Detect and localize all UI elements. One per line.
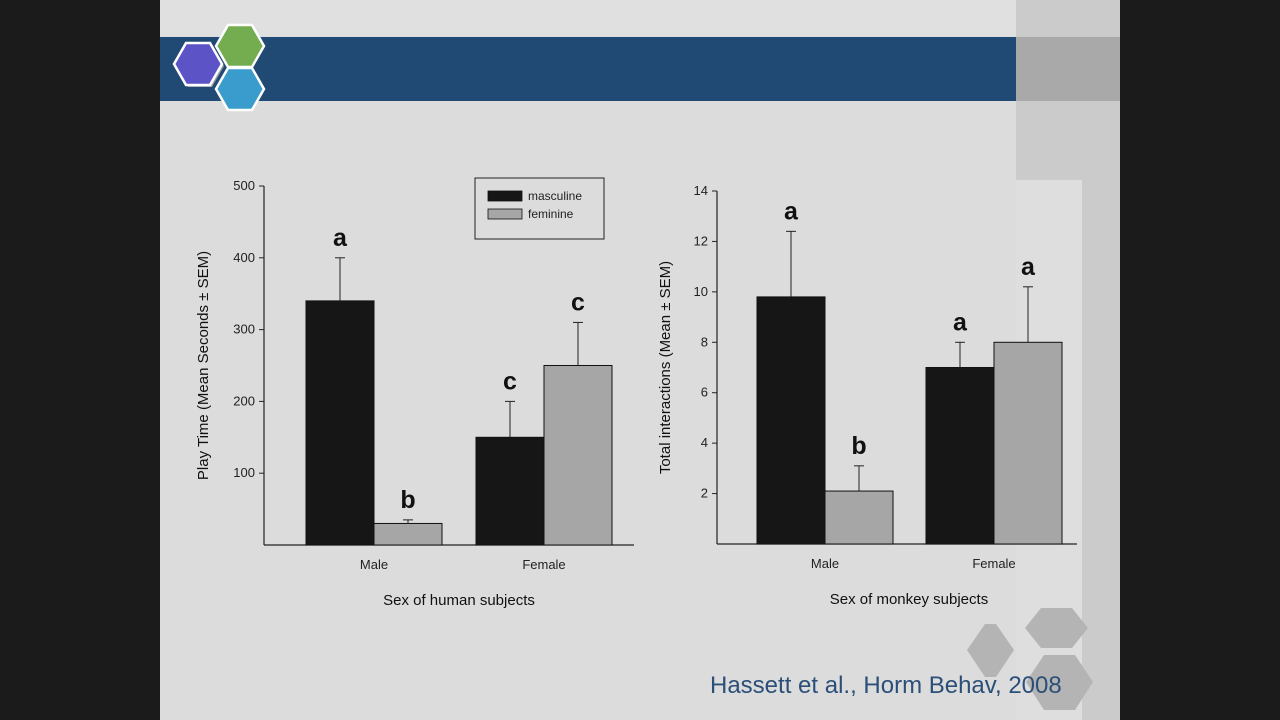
y-tick-label: 2 bbox=[701, 486, 708, 501]
bar-masculine-female bbox=[475, 436, 545, 546]
bar-masculine-male bbox=[756, 296, 826, 545]
legend-label-feminine: feminine bbox=[528, 207, 574, 221]
y-tick-label: 400 bbox=[233, 250, 255, 265]
x-axis-title: Sex of human subjects bbox=[383, 592, 535, 609]
citation-text: Hassett et al., Horm Behav, 2008 bbox=[710, 672, 1062, 699]
bar-masculine-male bbox=[305, 300, 375, 546]
bar-feminine-female bbox=[993, 341, 1063, 545]
significance-letter: b bbox=[851, 432, 866, 460]
y-tick-label: 100 bbox=[233, 465, 255, 480]
y-tick-label: 200 bbox=[233, 393, 255, 408]
y-tick-label: 6 bbox=[701, 385, 708, 400]
y-tick-label: 300 bbox=[233, 322, 255, 337]
legend-swatch-feminine bbox=[487, 208, 523, 220]
slide: 100 200 300 400 500 a b Male c c Female Sex of huma… bbox=[160, 0, 1120, 720]
y-axis-title: Play Time (Mean Seconds ± SEM) bbox=[195, 251, 212, 480]
human-play-time-chart: 100 200 300 400 500 a b Male c c Female Sex of huma… bbox=[195, 177, 634, 609]
significance-letter: c bbox=[503, 367, 517, 395]
legend-box bbox=[474, 177, 605, 240]
y-tick-label: 10 bbox=[694, 284, 708, 299]
legend-label-masculine: masculine bbox=[528, 189, 582, 203]
y-tick-label: 500 bbox=[233, 178, 255, 193]
x-axis-title: Sex of monkey subjects bbox=[830, 591, 988, 608]
bar-feminine-female bbox=[543, 365, 613, 546]
y-tick-label: 12 bbox=[694, 233, 708, 248]
bar-feminine-male bbox=[824, 490, 894, 545]
x-category-label-male: Male bbox=[360, 557, 388, 572]
y-tick-label: 4 bbox=[701, 435, 708, 450]
bar-masculine-female bbox=[925, 367, 995, 545]
hex-teal-icon bbox=[214, 66, 266, 112]
x-category-label-female: Female bbox=[972, 556, 1015, 571]
y-axis-title: Total interactions (Mean ± SEM) bbox=[657, 261, 674, 474]
header-bar bbox=[160, 37, 1016, 101]
significance-letter: b bbox=[400, 486, 415, 514]
legend-swatch-masculine bbox=[487, 190, 523, 202]
monkey-interactions-chart: 2 4 6 8 10 12 14 a b Male a a Female Sex of monkey su… bbox=[657, 183, 1077, 608]
significance-letter: a bbox=[784, 197, 799, 225]
x-category-label-female: Female bbox=[522, 557, 565, 572]
hexagon-logo-icon bbox=[172, 23, 266, 112]
y-tick-label: 8 bbox=[701, 334, 708, 349]
significance-letter: a bbox=[333, 224, 348, 252]
x-category-label-male: Male bbox=[811, 556, 839, 571]
top-strip bbox=[160, 0, 1016, 36]
significance-letter: a bbox=[1021, 253, 1036, 281]
significance-letter: a bbox=[953, 308, 968, 336]
hex-purple-icon bbox=[172, 41, 224, 87]
significance-letter: c bbox=[571, 288, 585, 316]
y-tick-label: 14 bbox=[694, 183, 708, 198]
right-grey-block bbox=[1016, 37, 1120, 101]
